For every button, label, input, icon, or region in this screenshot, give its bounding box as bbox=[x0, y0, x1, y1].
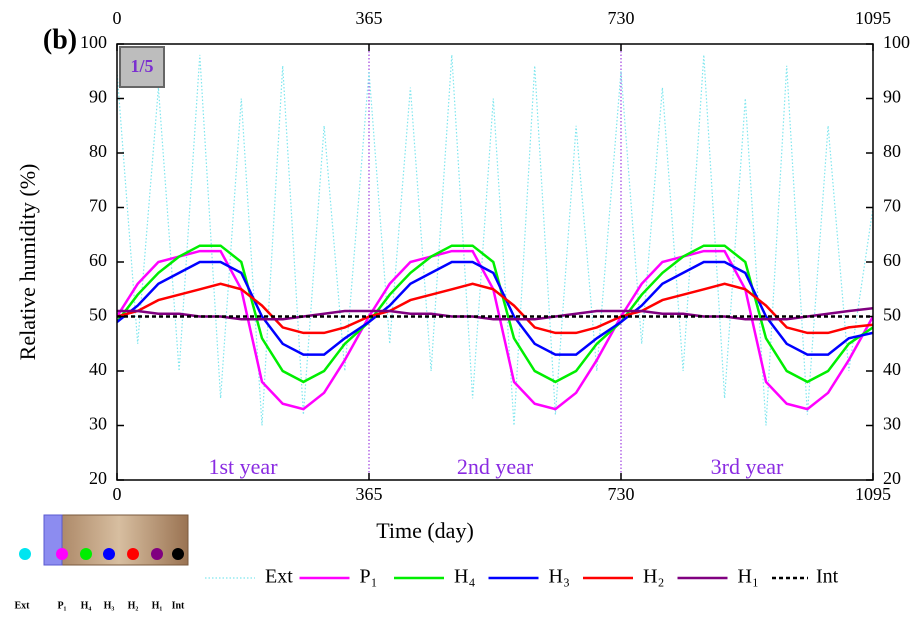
plot-area bbox=[117, 44, 873, 480]
probe-label: H₁ bbox=[152, 600, 163, 611]
legend: Ext P₁ H₄ H₃ H₂ H₁ Int bbox=[205, 566, 839, 588]
probe-label: H₂ bbox=[128, 600, 139, 611]
panel-label: (b) bbox=[43, 24, 77, 55]
legend-label: H₄ bbox=[454, 566, 475, 588]
badge: 1/5 bbox=[130, 56, 153, 76]
y-tick-label: 20 bbox=[89, 468, 107, 488]
y-tick-label: 100 bbox=[80, 32, 107, 52]
y-tick-label: 60 bbox=[89, 250, 107, 270]
x-tick-label: 730 bbox=[608, 484, 635, 504]
x-tick-label: 0 bbox=[113, 484, 122, 504]
wall bbox=[49, 514, 189, 566]
y2-tick-label: 50 bbox=[883, 305, 901, 325]
legend-label: H₃ bbox=[549, 566, 570, 588]
annotation: 1st year bbox=[208, 454, 278, 479]
badge-box bbox=[119, 46, 165, 88]
probe-label: Ext bbox=[15, 600, 31, 611]
plot-frame bbox=[116, 43, 874, 481]
x-tick-label: 365 bbox=[356, 484, 383, 504]
y2-tick-label: 100 bbox=[883, 32, 910, 52]
y-tick-label: 50 bbox=[89, 305, 107, 325]
probe-dot bbox=[127, 548, 139, 560]
probe-dot bbox=[56, 548, 68, 560]
x2-tick-label: 365 bbox=[356, 8, 383, 28]
probe-dot bbox=[103, 548, 115, 560]
probe-dot bbox=[172, 548, 184, 560]
series-line bbox=[117, 260, 873, 356]
y-tick-label: 40 bbox=[89, 359, 107, 379]
probe-dot bbox=[151, 548, 163, 560]
series-line bbox=[117, 307, 873, 321]
y2-tick-label: 60 bbox=[883, 250, 901, 270]
y2-tick-label: 20 bbox=[883, 468, 901, 488]
y-axis-label: Relative humidity (%) bbox=[15, 164, 40, 361]
y-tick-label: 70 bbox=[89, 196, 107, 216]
probe-label: Int bbox=[172, 600, 185, 611]
series-line bbox=[117, 282, 873, 335]
annotation: 3rd year bbox=[711, 454, 784, 479]
y2-tick-label: 70 bbox=[883, 196, 901, 216]
probe-dot bbox=[80, 548, 92, 560]
x-tick-label: 1095 bbox=[855, 484, 891, 504]
y-tick-label: 80 bbox=[89, 141, 107, 161]
probe-label: P₁ bbox=[57, 600, 66, 611]
y2-tick-label: 40 bbox=[883, 359, 901, 379]
legend-label: Ext bbox=[265, 566, 293, 588]
series-line bbox=[117, 54, 873, 426]
y-tick-label: 30 bbox=[89, 414, 107, 434]
legend-label: H₁ bbox=[738, 566, 759, 588]
legend-label: H₂ bbox=[643, 566, 664, 588]
y2-tick-label: 90 bbox=[883, 87, 901, 107]
x-axis-label: Time (day) bbox=[376, 518, 474, 543]
annotation: 2nd year bbox=[457, 454, 534, 479]
probe-dot bbox=[19, 548, 31, 560]
probe-label: H₃ bbox=[104, 600, 115, 611]
y-tick-label: 90 bbox=[89, 87, 107, 107]
y2-tick-label: 80 bbox=[883, 141, 901, 161]
probe-label: H₄ bbox=[81, 600, 92, 611]
series-line bbox=[117, 244, 873, 384]
legend-label: Int bbox=[816, 566, 839, 588]
legend-label: P₁ bbox=[360, 566, 378, 588]
y2-tick-label: 30 bbox=[883, 414, 901, 434]
x2-tick-label: 730 bbox=[608, 8, 635, 28]
x2-tick-label: 0 bbox=[113, 8, 122, 28]
x2-tick-label: 1095 bbox=[855, 8, 891, 28]
